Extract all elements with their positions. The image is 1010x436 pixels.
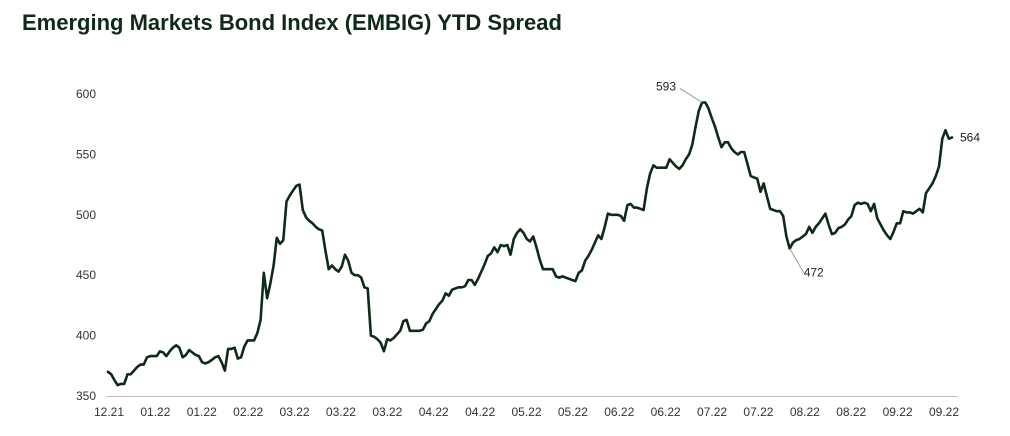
- x-tick-label: 08.22: [790, 405, 820, 419]
- chart-title: Emerging Markets Bond Index (EMBIG) YTD …: [22, 10, 562, 35]
- x-tick-label: 04.22: [465, 405, 495, 419]
- y-tick-label: 550: [76, 147, 96, 161]
- x-tick-label: 12.21: [94, 405, 124, 419]
- x-tick-label: 09.22: [929, 405, 959, 419]
- x-tick-label: 07.22: [743, 405, 773, 419]
- value-annotation-label: 472: [804, 266, 824, 280]
- x-tick-label: 04.22: [419, 405, 449, 419]
- spread-series-line: [106, 101, 954, 387]
- x-tick-label: 05.22: [558, 405, 588, 419]
- y-axis-ticks: 350 400 450 500 550 600: [76, 87, 96, 403]
- y-tick-label: 350: [76, 389, 96, 403]
- x-tick-label: 01.22: [187, 405, 217, 419]
- y-tick-label: 500: [76, 208, 96, 222]
- y-tick-label: 400: [76, 329, 96, 343]
- annotation-leader-line: [679, 88, 703, 103]
- x-tick-label: 06.22: [651, 405, 681, 419]
- x-tick-label: 09.22: [883, 405, 913, 419]
- value-annotations: 593 472 564: [656, 79, 980, 279]
- y-tick-label: 600: [76, 87, 96, 101]
- x-tick-label: 03.22: [326, 405, 356, 419]
- value-annotation-label: 593: [656, 79, 676, 93]
- value-annotation-label: 564: [960, 130, 980, 144]
- annotation-leader-line: [789, 248, 805, 273]
- x-tick-label: 03.22: [372, 405, 402, 419]
- x-tick-label: 03.22: [280, 405, 310, 419]
- x-tick-label: 02.22: [233, 405, 263, 419]
- y-tick-label: 450: [76, 268, 96, 282]
- x-tick-label: 07.22: [697, 405, 727, 419]
- x-tick-label: 06.22: [604, 405, 634, 419]
- x-tick-label: 05.22: [511, 405, 541, 419]
- x-tick-label: 01.22: [140, 405, 170, 419]
- x-axis-ticks: 12.21 01.22 01.22 02.22 03.22 03.22 03.22 04.22…: [94, 405, 959, 419]
- x-tick-label: 08.22: [836, 405, 866, 419]
